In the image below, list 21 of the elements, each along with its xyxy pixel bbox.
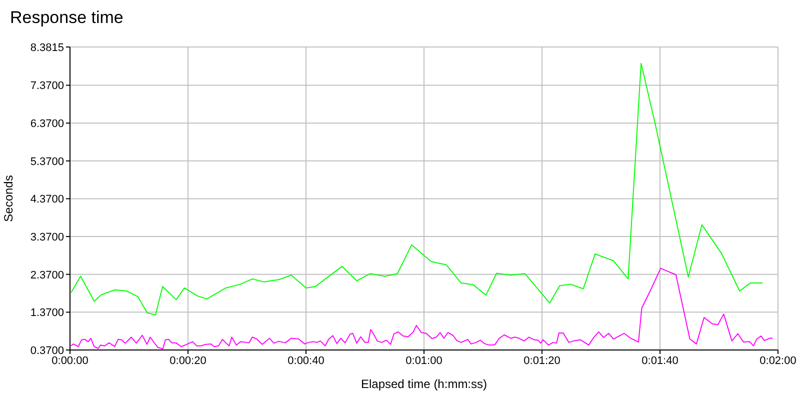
y-tick-label: 5.3700 [30,156,64,168]
y-tick-label: 7.3700 [30,80,64,92]
line-series [70,62,764,316]
y-tick-label: 1.3700 [30,307,64,320]
y-tick-label: 6.3700 [30,118,64,130]
y-tick-label: 2.3700 [30,269,64,282]
line-series [70,268,774,350]
y-tick-label: 4.3700 [30,194,64,206]
x-axis-title: Elapsed time (h:mm:ss) [360,377,488,391]
x-tick-label: 0:02:00 [760,354,796,367]
x-tick-label: 0:00:00 [52,354,88,367]
y-axis-title: Seconds [1,175,16,222]
x-tick-label: 0:00:40 [288,354,324,367]
y-tick-label: 8.3815 [30,42,64,54]
x-tick-label: 0:01:00 [406,354,442,367]
x-tick-label: 0:01:20 [524,354,560,367]
y-tick-label: 0.3700 [30,344,64,357]
x-tick-label: 0:01:40 [642,354,678,367]
x-tick-label: 0:00:20 [170,354,206,367]
y-tick-label: 3.3700 [30,231,64,244]
chart-title: Response time [10,8,124,28]
